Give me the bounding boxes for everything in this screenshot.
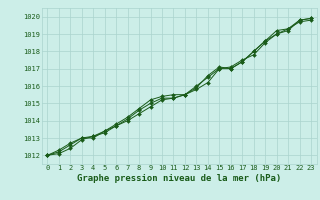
- X-axis label: Graphe pression niveau de la mer (hPa): Graphe pression niveau de la mer (hPa): [77, 174, 281, 183]
